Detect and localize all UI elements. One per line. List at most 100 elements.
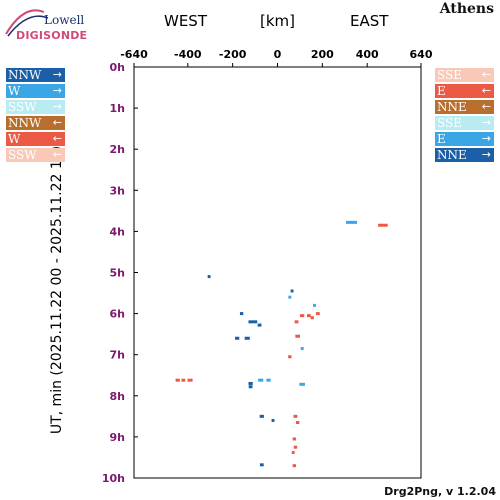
legend-label: NNE — [437, 100, 467, 114]
data-point — [310, 316, 314, 320]
data-point — [187, 378, 193, 382]
y-tick-label: 4h — [110, 225, 126, 238]
legend-label: NNW — [8, 116, 42, 130]
x-tick-label: -640 — [120, 48, 148, 61]
data-point — [299, 382, 305, 386]
x-tick-label: -200 — [219, 48, 247, 61]
y-tick-label: 10h — [102, 472, 125, 485]
data-point — [248, 385, 253, 389]
data-point — [293, 445, 298, 449]
data-point — [288, 355, 292, 359]
data-point — [291, 451, 295, 455]
legend-item-right-1: E ← — [435, 84, 494, 98]
y-tick-label: 6h — [110, 308, 126, 321]
legend-item-right-2: NNE ← — [435, 100, 494, 114]
y-tick-label: 1h — [110, 102, 126, 115]
legend-arrow-icon: ← — [481, 68, 491, 81]
legend-arrow-icon: ← — [481, 100, 491, 113]
data-point — [293, 414, 298, 418]
data-point — [175, 378, 180, 382]
y-tick-label: 3h — [110, 184, 126, 197]
x-tick-label: -400 — [174, 48, 202, 61]
legend-label: SSW — [8, 100, 37, 114]
data-point — [306, 314, 311, 318]
data-point — [295, 334, 301, 338]
legend-label: NNE — [437, 148, 467, 162]
legend-label: NNW — [8, 68, 42, 82]
legend-arrow-icon: → — [481, 148, 491, 161]
legend-item-right-0: SSE ← — [435, 68, 494, 82]
legend-right: SSE ← E ← NNE ← SSE → E → NNE → — [435, 68, 494, 164]
legend-label: SSE — [437, 68, 462, 82]
data-point — [258, 378, 264, 382]
west-label: WEST — [164, 12, 207, 30]
legend-item-left-1: W → — [6, 84, 65, 98]
data-point — [271, 418, 275, 422]
x-tick-label: 0 — [274, 48, 282, 61]
data-point — [288, 295, 292, 299]
legend-label: W — [8, 132, 21, 146]
y-tick-label: 2h — [110, 143, 126, 156]
x-tick-label: 640 — [410, 48, 433, 61]
station-name: Athens — [439, 1, 494, 17]
plot-frame — [133, 66, 422, 479]
legend-arrow-icon: → — [52, 100, 62, 113]
legend-left: NNW → W → SSW → NNW ← W ← SSW ← — [6, 68, 65, 164]
unit-label: [km] — [260, 12, 296, 30]
legend-arrow-icon: → — [52, 84, 62, 97]
legend-item-left-0: NNW → — [6, 68, 65, 82]
legend-arrow-icon: → — [481, 116, 491, 129]
data-point — [235, 336, 240, 340]
legend-label: E — [437, 132, 446, 146]
data-point — [300, 314, 305, 318]
data-point — [259, 463, 264, 467]
legend-arrow-icon: → — [52, 68, 62, 81]
x-tick-label: 400 — [356, 48, 379, 61]
data-point — [207, 275, 211, 279]
legend-arrow-icon: ← — [52, 132, 62, 145]
legend-item-left-3: NNW ← — [6, 116, 65, 130]
data-point — [315, 312, 320, 316]
data-point — [292, 464, 296, 468]
legend-arrow-icon: → — [481, 132, 491, 145]
data-point — [257, 323, 262, 327]
data-point — [313, 303, 316, 307]
legend-arrow-icon: ← — [481, 84, 491, 97]
data-point — [294, 320, 299, 324]
legend-label: SSE — [437, 116, 462, 130]
version-label: Drg2Png, v 1.2.04 — [384, 485, 496, 498]
data-point — [248, 381, 253, 385]
legend-item-left-2: SSW → — [6, 100, 65, 114]
data-point — [346, 220, 357, 224]
y-tick-label: 9h — [110, 431, 126, 444]
data-point — [181, 378, 186, 382]
logo-swoosh-icon — [5, 9, 49, 37]
data-point — [266, 378, 271, 382]
legend-item-right-4: E → — [435, 132, 494, 146]
legend-label: E — [437, 84, 446, 98]
data-point — [300, 347, 304, 351]
legend-item-right-3: SSE → — [435, 116, 494, 130]
data-point — [290, 289, 294, 293]
data-point — [259, 414, 264, 418]
logo-digisonde-text: DIGISONDE — [16, 29, 88, 42]
data-point — [248, 320, 258, 324]
data-point — [378, 223, 388, 227]
x-tick-label: 200 — [311, 48, 334, 61]
data-point — [296, 421, 300, 425]
east-label: EAST — [350, 12, 389, 30]
digisonde-logo: Lowell DIGISONDE — [4, 4, 104, 44]
legend-item-left-4: W ← — [6, 132, 65, 146]
data-point — [239, 312, 244, 316]
y-tick-label: 8h — [110, 390, 126, 403]
legend-arrow-icon: ← — [52, 148, 62, 161]
data-point — [244, 336, 250, 340]
legend-label: SSW — [8, 148, 37, 162]
y-tick-label: 7h — [110, 349, 126, 362]
legend-item-left-5: SSW ← — [6, 148, 65, 162]
y-tick-label: 5h — [110, 267, 126, 280]
data-point — [292, 437, 296, 441]
logo-lowell-text: Lowell — [44, 13, 85, 27]
legend-label: W — [8, 84, 21, 98]
